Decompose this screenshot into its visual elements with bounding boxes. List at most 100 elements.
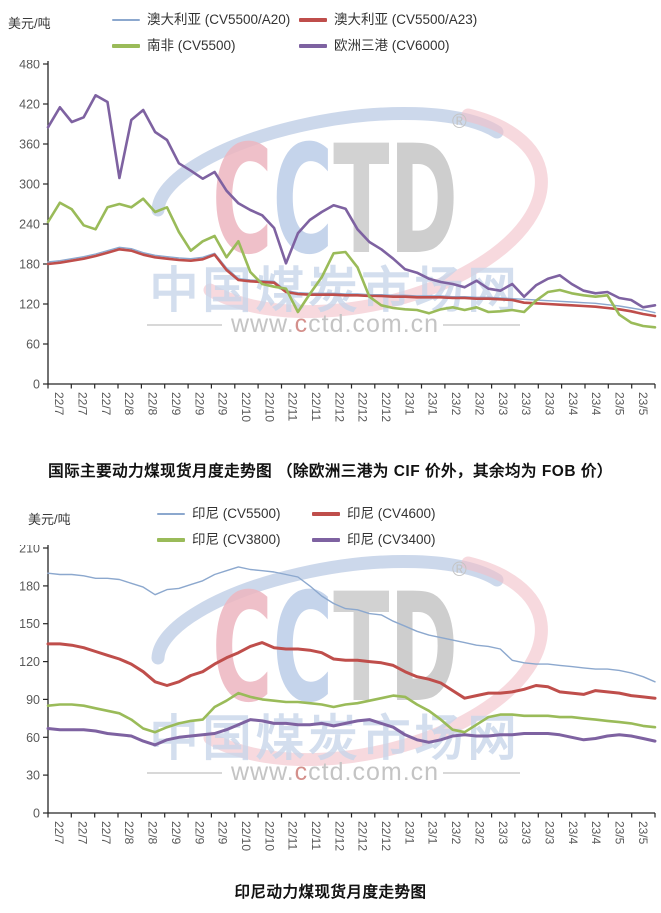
x-tick-label: 23/3 [519,392,533,416]
series-line [46,718,657,747]
international-chart-title: 国际主要动力煤现货月度走势图 （除欧洲三港为 CIF 价外，其余均为 FOB 价… [48,463,613,480]
x-tick-label: 23/4 [566,392,580,416]
indonesia-coal-price-chart: CCTD ® 中国煤炭市场网 www.cctd.com.cn 0 30 60 90 12… [19,545,657,851]
y-tick-label: 60 [26,338,40,352]
x-tick-label: 22/7 [99,392,113,416]
legend-item-australia-a20: 澳大利亚 (CV5500/A20) [112,12,290,28]
x-tick-label: 22/8 [122,392,136,416]
legend-line-swatch [112,44,140,48]
x-tick-label: 22/9 [169,392,183,416]
series-line [46,641,657,700]
x-tick-label: 23/4 [589,821,603,845]
watermark-logo-text: CCTD [212,113,458,288]
legend-item-indonesia-cv5500: 印尼 (CV5500) [157,506,281,522]
y-tick-label: 300 [19,178,40,192]
legend-item-indonesia-cv3800: 印尼 (CV3800) [157,532,281,548]
y-tick-label: 150 [19,617,40,631]
y-tick-label: 120 [19,655,40,669]
y-tick-label: 360 [19,138,40,152]
y-tick-label: 180 [19,579,40,593]
x-tick-label: 22/9 [216,821,230,845]
top-chart-unit-label: 美元/吨 [8,16,51,31]
y-tick-label: 120 [19,298,40,312]
legend-line-swatch [157,538,185,542]
y-tick-label: 420 [19,98,40,112]
y-tick-label: 180 [19,258,40,272]
x-tick-label: 23/2 [449,821,463,845]
x-tick-label: 23/1 [402,392,416,416]
legend-label: 欧洲三港 (CV6000) [334,38,450,53]
watermark-pink-arc [203,556,548,767]
legend-line-swatch [312,512,340,516]
series-line [46,197,657,329]
y-tick-label: 210 [19,545,40,556]
legend-line-swatch [157,513,185,515]
x-tick-label: 23/3 [542,821,556,845]
x-tick-label: 23/3 [496,821,510,845]
y-tick-label: 90 [26,693,40,707]
legend-line-swatch [312,538,340,542]
x-tick-label: 22/11 [309,392,323,421]
x-tick-label: 22/10 [239,392,253,422]
series-line [46,93,657,309]
x-tick-label: 23/5 [636,392,650,416]
x-tick-label: 22/8 [146,392,160,416]
x-tick-label: 22/8 [122,821,136,845]
watermark-blue-arc [151,554,504,665]
cctd-watermark: CCTD ® 中国煤炭市场网 www.cctd.com.cn [147,106,548,338]
watermark-url-text: www.cctd.com.cn [230,758,439,786]
x-tick-label: 22/10 [262,392,276,422]
x-tick-label: 22/9 [169,821,183,845]
x-tick-label: 22/12 [356,392,370,422]
x-tick-label: 22/7 [76,392,90,416]
legend-label: 澳大利亚 (CV5500/A20) [147,12,291,27]
x-tick-label: 23/2 [472,392,486,416]
legend-line-swatch [112,19,140,21]
x-tick-label: 22/12 [356,821,370,851]
y-tick-label: 240 [19,218,40,232]
x-tick-label: 22/12 [379,821,393,851]
watermark-blue-arc [151,106,504,217]
x-tick-label: 22/12 [332,821,346,851]
legend-label: 澳大利亚 (CV5500/A23) [334,12,478,27]
legend-label: 印尼 (CV4600) [347,506,436,521]
watermark-pink-arc [203,108,548,319]
series-line [46,248,657,318]
legend-label: 印尼 (CV3800) [192,532,281,547]
x-tick-label: 23/3 [496,392,510,416]
x-tick-label: 22/9 [192,392,206,416]
registered-trademark-icon: ® [452,111,467,133]
legend-line-swatch [299,44,327,48]
x-tick-label: 22/7 [76,821,90,845]
legend-item-europe-three-ports: 欧洲三港 (CV6000) [299,38,450,54]
x-tick-label: 23/5 [613,392,627,416]
y-tick-label: 0 [33,807,40,821]
x-tick-label: 22/9 [192,821,206,845]
y-tick-label: 0 [33,378,40,392]
legend-item-indonesia-cv4600: 印尼 (CV4600) [312,506,436,522]
watermark-cn-text: 中国煤炭市场网 [149,712,520,766]
x-tick-label: 23/4 [589,392,603,416]
series-line [47,566,656,683]
indonesia-chart-title: 印尼动力煤现货月度走势图 [234,884,427,901]
x-tick-label: 22/12 [379,392,393,422]
x-tick-label: 22/7 [99,821,113,845]
x-tick-label: 22/10 [262,821,276,851]
international-coal-price-chart: CCTD ® 中国煤炭市场网 www.cctd.com.cn 0 60 120 180… [19,60,657,422]
y-tick-label: 60 [26,731,40,745]
legend-item-south-africa: 南非 (CV5500) [112,38,236,54]
cctd-watermark: CCTD ® 中国煤炭市场网 www.cctd.com.cn [147,554,548,786]
legend-item-indonesia-cv3400: 印尼 (CV3400) [312,532,436,548]
legend-label: 印尼 (CV3400) [347,532,436,547]
x-tick-label: 23/2 [449,392,463,416]
x-tick-label: 23/2 [472,821,486,845]
x-tick-label: 23/1 [426,392,440,416]
x-tick-label: 23/1 [426,821,440,845]
x-tick-label: 23/3 [542,392,556,416]
legend-line-swatch [299,18,327,22]
watermark-url-text: www.cctd.com.cn [230,310,439,338]
x-tick-label: 23/4 [566,821,580,845]
x-tick-label: 22/11 [309,821,323,850]
y-tick-label: 30 [26,769,40,783]
